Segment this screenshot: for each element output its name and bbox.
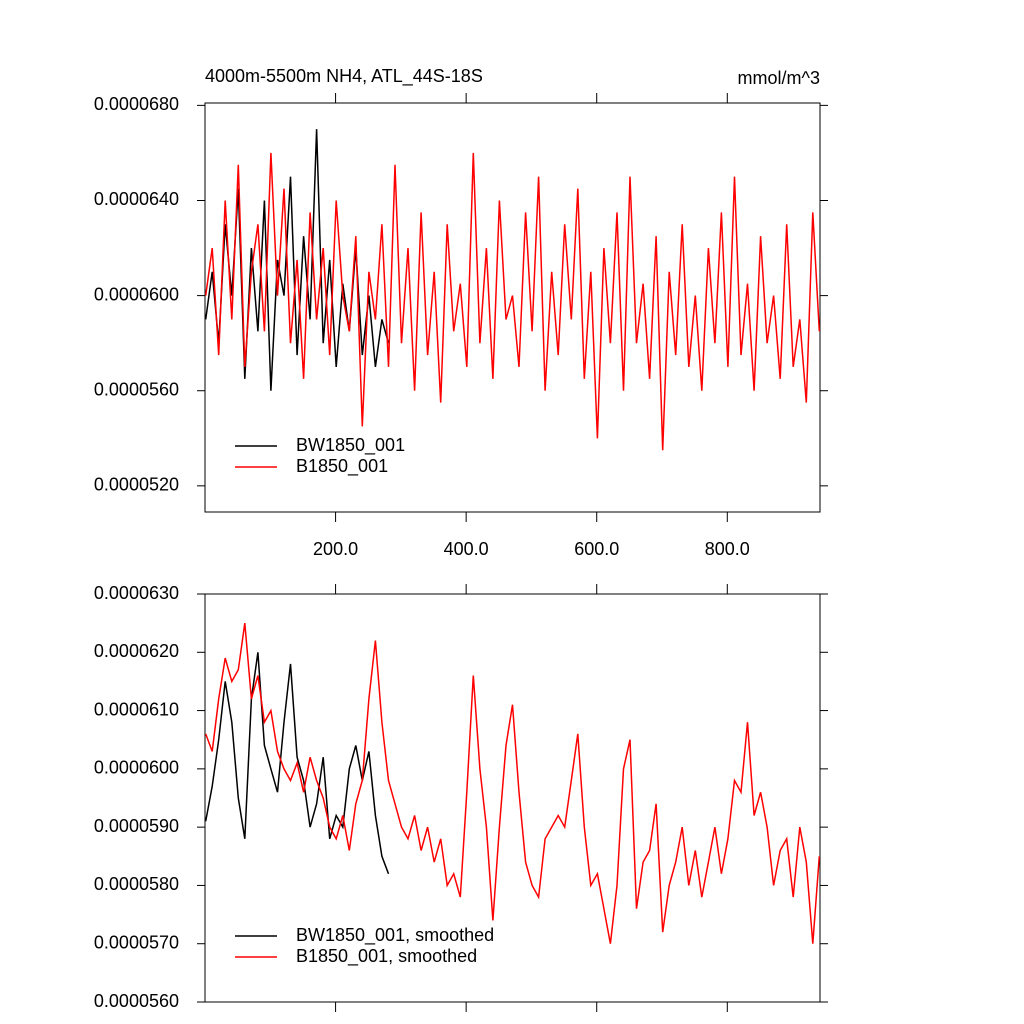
y-tick-label: 0.0000570 (94, 932, 179, 952)
series-line (204, 622, 821, 944)
y-tick-label: 0.0000620 (94, 641, 179, 661)
plot-frame (204, 102, 821, 513)
legend-label: BW1850_001 (296, 435, 405, 456)
x-tick-label: 800.0 (705, 539, 750, 559)
y-tick-label: 0.0000560 (94, 991, 179, 1011)
units-label: mmol/m^3 (738, 68, 820, 88)
plot-frame (204, 593, 821, 1003)
y-tick-label: 0.0000610 (94, 699, 179, 719)
x-tick-label: 600.0 (574, 539, 619, 559)
y-tick-label: 0.0000600 (94, 758, 179, 778)
chart-title: 4000m-5500m NH4, ATL_44S-18S (205, 66, 483, 87)
y-tick-label: 0.0000680 (94, 94, 179, 114)
y-tick-label: 0.0000560 (94, 379, 179, 399)
series-line (204, 652, 390, 875)
legend-label: BW1850_001, smoothed (296, 925, 494, 946)
y-tick-label: 0.0000640 (94, 189, 179, 209)
legend-label: B1850_001 (296, 456, 388, 477)
y-tick-label: 0.0000580 (94, 874, 179, 894)
series-line (204, 152, 821, 451)
y-tick-label: 0.0000590 (94, 816, 179, 836)
legend-label: B1850_001, smoothed (296, 946, 477, 967)
y-tick-label: 0.0000630 (94, 583, 179, 603)
x-tick-label: 400.0 (444, 539, 489, 559)
x-tick-label: 200.0 (313, 539, 358, 559)
y-tick-label: 0.0000600 (94, 284, 179, 304)
y-tick-label: 0.0000520 (94, 475, 179, 495)
